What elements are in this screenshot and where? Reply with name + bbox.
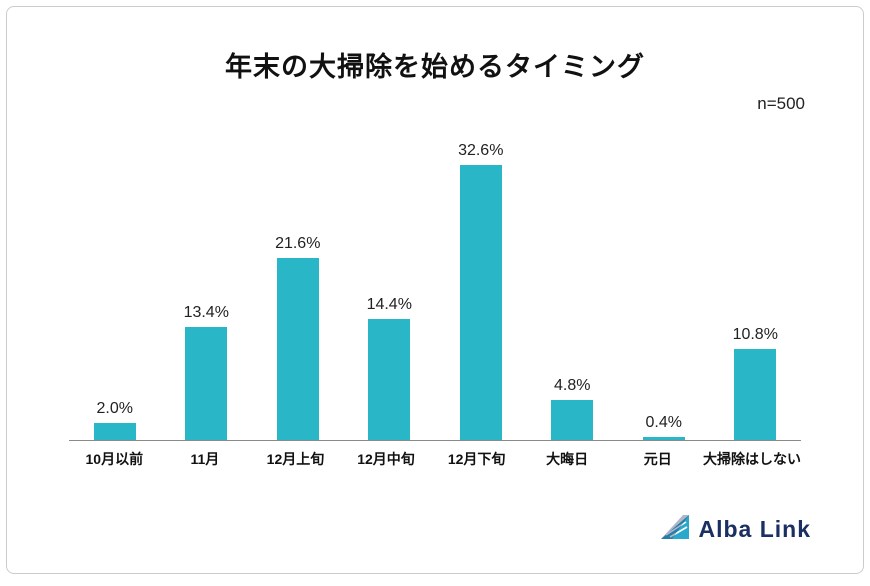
bar-column: 10.8% bbox=[710, 138, 802, 440]
alba-link-logo-icon bbox=[660, 514, 690, 545]
sample-size-label: n=500 bbox=[757, 94, 805, 113]
alba-link-logo: Alba Link bbox=[660, 514, 811, 545]
category-label: 12月下旬 bbox=[447, 451, 506, 467]
bar bbox=[551, 400, 594, 440]
bar-column: 14.4% bbox=[344, 138, 436, 440]
bar bbox=[459, 165, 502, 440]
bar-value-label: 32.6% bbox=[458, 142, 504, 159]
bar-value-label: 4.8% bbox=[554, 377, 591, 394]
category-label: 11月 bbox=[190, 451, 220, 467]
alba-link-logo-text: Alba Link bbox=[698, 516, 811, 542]
category-label: 12月中旬 bbox=[357, 451, 415, 467]
bar-chart: 2.0% 13.4% 21.6% 14.4% 32.6% 4.8% 0.4% 10.8% 10… bbox=[69, 138, 801, 469]
bar-column: 32.6% bbox=[435, 138, 527, 440]
bar-column: 13.4% bbox=[161, 138, 253, 440]
bar-column: 21.6% bbox=[252, 138, 344, 440]
category-label: 大掃除はしない bbox=[703, 451, 802, 467]
bar bbox=[276, 258, 319, 440]
bar bbox=[368, 319, 411, 440]
bar-value-label: 14.4% bbox=[366, 296, 412, 313]
bar bbox=[93, 423, 136, 440]
bar bbox=[734, 349, 777, 440]
bars-container: 2.0% 13.4% 21.6% 14.4% 32.6% 4.8% 0.4% 10.8% bbox=[69, 138, 801, 440]
category-label: 大晦日 bbox=[546, 451, 589, 467]
bar-column: 2.0% bbox=[69, 138, 161, 440]
bar bbox=[185, 327, 228, 440]
bar-value-label: 0.4% bbox=[645, 414, 682, 431]
chart-title: 年末の大掃除を始めるタイミング bbox=[225, 52, 645, 82]
category-label: 10月以前 bbox=[85, 451, 144, 467]
bar-column: 4.8% bbox=[527, 138, 619, 440]
bar-column: 0.4% bbox=[618, 138, 710, 440]
category-axis: 10月以前 11月 12月上旬 12月中旬 12月下旬 大晦日 元日 大掃除はしない bbox=[69, 440, 801, 469]
bar-value-label: 10.8% bbox=[732, 326, 778, 343]
category-label: 12月上旬 bbox=[266, 451, 325, 467]
bar-value-label: 21.6% bbox=[275, 235, 321, 252]
chart-card: 年末の大掃除を始めるタイミング n=500 2.0% 13.4% 21.6% 14.4… bbox=[6, 6, 864, 574]
bar-value-label: 13.4% bbox=[183, 304, 229, 321]
category-label: 元日 bbox=[643, 451, 672, 467]
bar bbox=[642, 437, 685, 440]
bar-value-label: 2.0% bbox=[96, 400, 133, 417]
